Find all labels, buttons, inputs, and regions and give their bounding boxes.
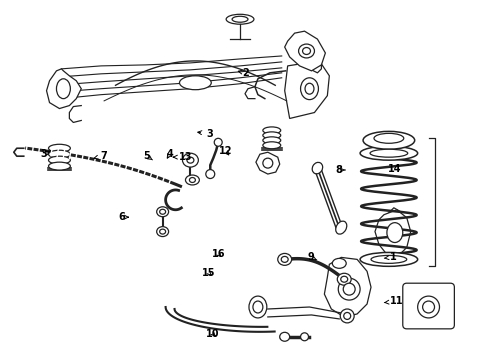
Ellipse shape [298, 44, 315, 58]
Ellipse shape [56, 79, 71, 99]
Text: 10: 10 [206, 329, 220, 339]
Ellipse shape [190, 177, 196, 183]
Ellipse shape [157, 207, 169, 217]
Ellipse shape [185, 175, 199, 185]
Text: 8: 8 [336, 165, 345, 175]
Ellipse shape [49, 162, 71, 170]
Ellipse shape [343, 283, 355, 295]
Text: 3: 3 [41, 149, 50, 159]
Text: 1: 1 [384, 252, 396, 262]
Ellipse shape [360, 146, 417, 160]
Ellipse shape [422, 301, 435, 313]
Text: 14: 14 [389, 164, 402, 174]
Ellipse shape [280, 332, 290, 341]
Ellipse shape [312, 162, 322, 174]
Polygon shape [285, 61, 329, 118]
Ellipse shape [263, 142, 281, 149]
Ellipse shape [263, 127, 281, 134]
Text: 12: 12 [219, 147, 233, 157]
Polygon shape [256, 152, 280, 174]
Ellipse shape [371, 255, 407, 264]
Ellipse shape [370, 149, 408, 157]
FancyBboxPatch shape [403, 283, 454, 329]
Text: 11: 11 [384, 296, 403, 306]
Ellipse shape [49, 150, 71, 158]
Ellipse shape [263, 132, 281, 139]
Ellipse shape [179, 76, 211, 90]
Ellipse shape [332, 258, 346, 268]
Ellipse shape [49, 144, 71, 152]
Ellipse shape [187, 157, 194, 163]
Ellipse shape [300, 78, 318, 100]
Ellipse shape [232, 16, 248, 22]
Text: 4: 4 [166, 149, 173, 159]
Ellipse shape [49, 156, 71, 164]
Text: 15: 15 [202, 268, 216, 278]
Ellipse shape [263, 158, 273, 168]
Polygon shape [285, 31, 325, 71]
Text: 6: 6 [119, 212, 128, 222]
Ellipse shape [263, 137, 281, 144]
Ellipse shape [340, 309, 354, 323]
Text: 13: 13 [173, 152, 193, 162]
Polygon shape [324, 257, 371, 317]
Text: 3: 3 [198, 129, 213, 139]
Text: 9: 9 [307, 252, 317, 262]
Ellipse shape [160, 229, 166, 234]
Polygon shape [375, 210, 411, 257]
Ellipse shape [302, 48, 311, 54]
Ellipse shape [387, 223, 403, 243]
Polygon shape [47, 69, 81, 109]
Ellipse shape [374, 133, 404, 143]
Text: 7: 7 [94, 151, 107, 161]
Ellipse shape [360, 252, 417, 266]
Ellipse shape [338, 278, 360, 300]
Text: 5: 5 [143, 151, 152, 161]
Ellipse shape [249, 296, 267, 318]
Ellipse shape [363, 131, 415, 149]
Ellipse shape [343, 312, 351, 319]
Ellipse shape [305, 83, 314, 94]
Ellipse shape [253, 301, 263, 313]
Text: 2: 2 [238, 68, 249, 78]
Ellipse shape [417, 296, 440, 318]
Ellipse shape [341, 276, 348, 282]
Ellipse shape [281, 256, 288, 262]
Ellipse shape [336, 221, 347, 234]
Ellipse shape [278, 253, 292, 265]
Ellipse shape [337, 273, 351, 285]
Ellipse shape [300, 333, 309, 341]
Ellipse shape [182, 153, 198, 167]
Ellipse shape [160, 209, 166, 214]
Ellipse shape [214, 138, 222, 146]
Ellipse shape [157, 227, 169, 237]
Ellipse shape [226, 14, 254, 24]
Text: 16: 16 [212, 249, 225, 259]
Ellipse shape [206, 170, 215, 179]
